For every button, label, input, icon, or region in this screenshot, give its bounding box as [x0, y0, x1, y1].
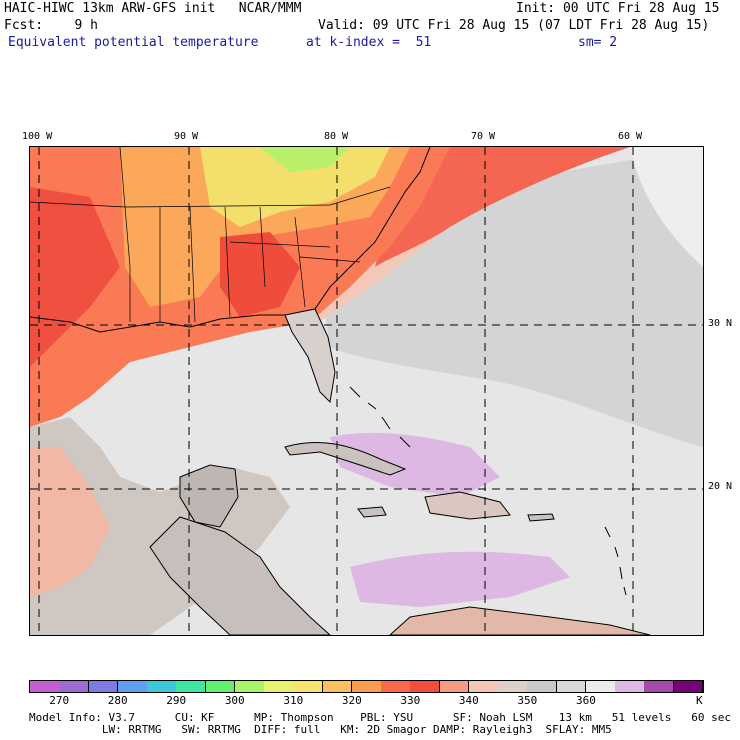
colorbar-unit: K — [696, 694, 703, 707]
colorbar-swatch — [264, 681, 294, 692]
colorbar-swatch — [205, 681, 236, 692]
colorbar-tick-label: 270 — [49, 694, 70, 707]
colorbar-tick-label: 280 — [107, 694, 128, 707]
colorbar-swatch — [556, 681, 587, 692]
lon-label-90w: 90 W — [174, 131, 199, 142]
map-canvas — [30, 147, 703, 635]
caribbean-purple-south — [350, 551, 570, 607]
colorbar-tick-label: 320 — [341, 694, 362, 707]
colorbar-swatch — [88, 681, 119, 692]
field-name: Equivalent potential temperature — [8, 35, 259, 50]
southeast-red-region — [220, 232, 300, 317]
colorbar-swatch — [615, 681, 645, 692]
colorbar-tick-label: 350 — [517, 694, 538, 707]
smoothing-label: sm= 2 — [578, 35, 618, 50]
colorbar-swatch — [585, 681, 616, 692]
colorbar-swatch — [527, 681, 558, 692]
lon-label-100w: 100 W — [22, 131, 53, 142]
colorbar-tick-label: 360 — [575, 694, 596, 707]
valid-time: Valid: 09 UTC Fri 28 Aug 15 (07 LDT Fri … — [318, 18, 710, 33]
lon-label-70w: 70 W — [471, 131, 496, 142]
colorbar-tick-label: 340 — [458, 694, 479, 707]
lesser-antilles — [604, 526, 627, 596]
puerto-rico-outline — [527, 513, 555, 522]
colorbar-swatch — [498, 681, 528, 692]
bahamas-islands — [349, 386, 411, 448]
colorbar-swatch — [30, 681, 60, 692]
south-america-outline — [389, 606, 651, 635]
jamaica-outline — [357, 506, 387, 518]
model-title: HAIC-HIWC 13km ARW-GFS init NCAR/MMM — [4, 1, 302, 16]
colorbar-swatch — [293, 681, 324, 692]
atlantic-coastline — [314, 147, 431, 310]
us-yellow-region — [200, 147, 390, 227]
colorbar-swatch — [59, 681, 89, 692]
lat-lon-grid — [30, 147, 703, 635]
state-borders — [30, 147, 391, 323]
init-time: Init: 00 UTC Fri 28 Aug 15 — [516, 1, 720, 16]
florida-outline — [284, 308, 336, 404]
lon-label-60w: 60 W — [618, 131, 643, 142]
yucatan-outline — [179, 464, 239, 528]
colorbar-swatch — [322, 681, 353, 692]
lon-label-80w: 80 W — [324, 131, 349, 142]
texas-red-region — [30, 187, 120, 367]
colorbar-swatch — [644, 681, 675, 692]
model-info-line-1: Model Info: V3.7 CU: KF MP: Thompson PBL… — [29, 711, 731, 724]
west-mexico-pink — [30, 447, 110, 597]
colorbar-swatch — [176, 681, 207, 692]
colorbar-tick-label: 330 — [400, 694, 421, 707]
level-label: at k-index = 51 — [306, 35, 432, 50]
colorbar-swatch — [351, 681, 382, 692]
forecast-hour: Fcst: 9 h — [4, 18, 98, 33]
colorbar — [29, 680, 704, 693]
central-america-outline — [149, 516, 331, 635]
colorbar-tick-label: 300 — [224, 694, 245, 707]
colorbar-swatch — [468, 681, 499, 692]
offshore-red-plume — [375, 147, 630, 267]
theta-e-map — [29, 146, 704, 636]
colorbar-swatch — [234, 681, 265, 692]
colorbar-swatch — [147, 681, 177, 692]
colorbar-swatch — [381, 681, 411, 692]
caribbean-purple-north — [330, 432, 500, 497]
model-info-line-2: LW: RRTMG SW: RRTMG DIFF: full KM: 2D Sm… — [29, 723, 612, 736]
colorbar-swatch — [673, 681, 704, 692]
colorbar-tick-label: 290 — [166, 694, 187, 707]
lat-label-20n: 20 N — [708, 481, 733, 492]
colorbar-swatch — [117, 681, 148, 692]
us-green-region — [260, 147, 350, 172]
lat-label-30n: 30 N — [708, 318, 733, 329]
hispaniola-outline — [424, 491, 511, 520]
far-atlantic-light — [630, 147, 703, 267]
colorbar-swatch — [439, 681, 470, 692]
colorbar-swatch — [410, 681, 441, 692]
colorbar-tick-label: 310 — [283, 694, 304, 707]
cuba-outline — [284, 442, 407, 476]
